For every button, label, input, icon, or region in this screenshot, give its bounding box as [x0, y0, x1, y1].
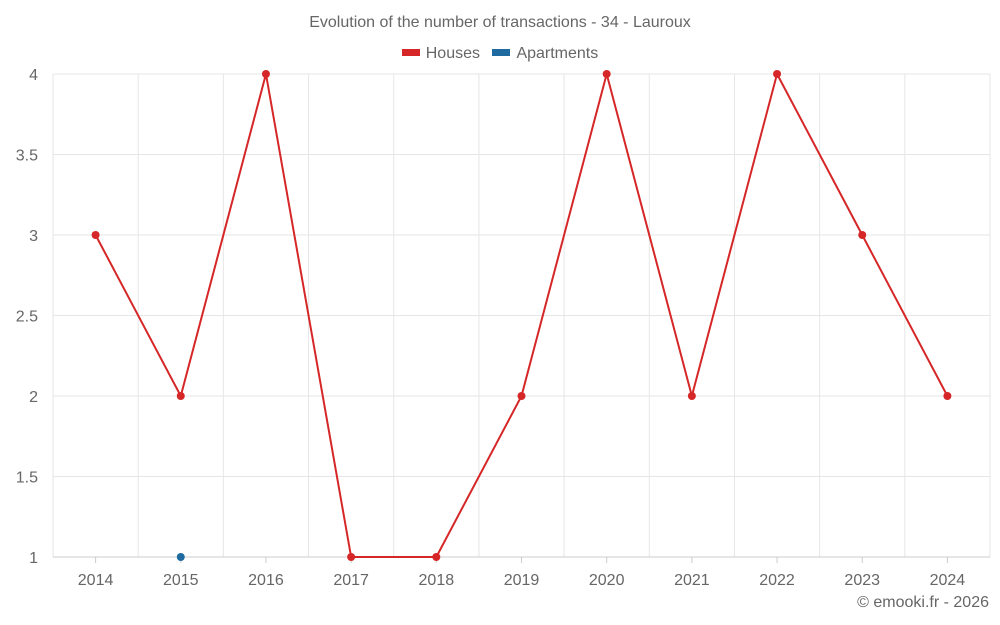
data-point-houses — [602, 70, 611, 78]
data-point-houses — [517, 392, 526, 400]
x-tick-label: 2024 — [930, 572, 966, 589]
legend-item-houses[interactable]: Houses — [401, 45, 480, 63]
chart-title: Evolution of the number of transactions … — [309, 14, 691, 31]
data-point-houses — [858, 231, 867, 239]
y-tick-label: 4 — [29, 67, 38, 84]
x-tick-label: 2022 — [759, 572, 795, 589]
x-tick-label: 2018 — [419, 572, 455, 589]
y-tick-label: 1.5 — [16, 470, 38, 487]
data-point-apartments — [176, 553, 185, 561]
x-tick-label: 2023 — [844, 572, 880, 589]
legend-label-apartments: Apartments — [516, 45, 599, 62]
y-tick-label: 1 — [29, 550, 38, 567]
legend-label-houses: Houses — [425, 45, 480, 62]
credit-text: © emooki.fr - 2026 — [857, 594, 989, 611]
data-point-houses — [261, 70, 270, 78]
data-point-houses — [347, 553, 356, 561]
y-tick-label: 3.5 — [16, 148, 38, 165]
legend: Houses Apartments — [0, 45, 1000, 63]
data-point-houses — [773, 70, 782, 78]
x-tick-label: 2019 — [504, 572, 540, 589]
legend-swatch-apartments — [492, 49, 511, 57]
data-point-houses — [943, 392, 952, 400]
data-point-houses — [176, 392, 185, 400]
data-point-houses — [687, 392, 696, 400]
x-tick-label: 2017 — [333, 572, 369, 589]
x-tick-label: 2014 — [78, 572, 114, 589]
x-tick-label: 2015 — [163, 572, 199, 589]
data-point-houses — [91, 231, 100, 239]
y-tick-label: 3 — [29, 228, 38, 245]
legend-swatch-houses — [401, 49, 420, 57]
x-tick-label: 2020 — [589, 572, 625, 589]
y-tick-label: 2.5 — [16, 309, 38, 326]
legend-item-apartments[interactable]: Apartments — [492, 45, 598, 63]
data-point-houses — [432, 553, 441, 561]
x-tick-label: 2016 — [248, 572, 284, 589]
y-tick-label: 2 — [29, 389, 38, 406]
x-tick-label: 2021 — [674, 572, 710, 589]
